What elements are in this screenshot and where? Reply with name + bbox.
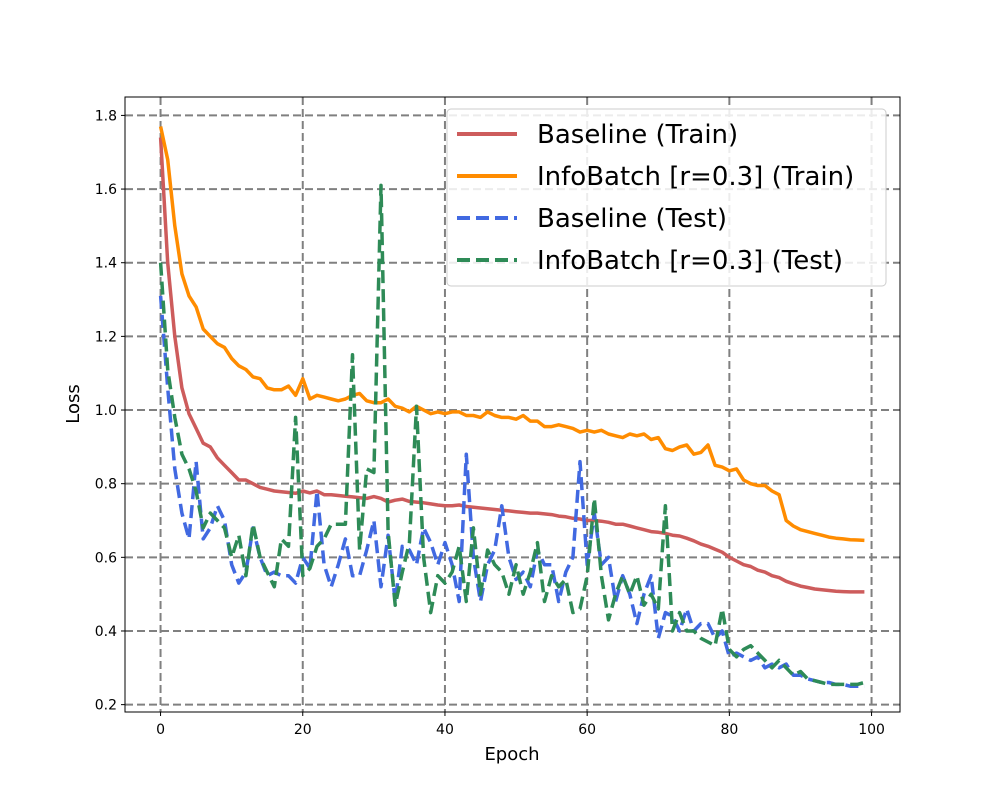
series-line-2 xyxy=(158,126,865,543)
legend-box xyxy=(446,108,887,287)
y-tick-label: 1.4 xyxy=(95,256,117,272)
y-tick-label: 0.2 xyxy=(95,698,117,714)
y-tick-label: 0.8 xyxy=(95,477,117,493)
x-axis-label: Epoch xyxy=(484,744,539,765)
legend-label: InfoBatch [r=0.3] (Train) xyxy=(537,162,854,192)
x-tick-label: 60 xyxy=(578,722,596,738)
x-tick-label: 100 xyxy=(858,722,885,738)
y-tick-label: 1.6 xyxy=(95,182,117,198)
x-tick-label: 40 xyxy=(436,722,454,738)
y-tick-label: 1.0 xyxy=(95,403,117,419)
series-line-4 xyxy=(158,183,865,687)
legend: Baseline (Train) InfoBatch [r=0.3] (Train… xyxy=(446,108,887,287)
y-tick-label: 0.4 xyxy=(95,624,117,640)
plot-frame xyxy=(124,96,901,713)
legend-label: Baseline (Train) xyxy=(537,120,738,150)
legend-label: InfoBatch [r=0.3] (Test) xyxy=(537,246,843,276)
x-tick-label: 0 xyxy=(156,722,165,738)
axis-ticks: 0 20 40 60 80 100 0.2 0.4 0.6 0.8 1.0 1.2 1.4 1.6 1.8 xyxy=(95,108,885,738)
x-tick-label: 20 xyxy=(294,722,312,738)
legend-label: Baseline (Test) xyxy=(537,204,727,234)
y-tick-label: 0.6 xyxy=(95,550,117,566)
y-tick-label: 1.8 xyxy=(95,108,117,124)
series-line-1 xyxy=(158,137,865,594)
x-tick-label: 80 xyxy=(720,722,738,738)
series-lines xyxy=(158,126,865,688)
y-axis-label: Loss xyxy=(63,384,84,423)
y-tick-label: 1.2 xyxy=(95,329,117,345)
